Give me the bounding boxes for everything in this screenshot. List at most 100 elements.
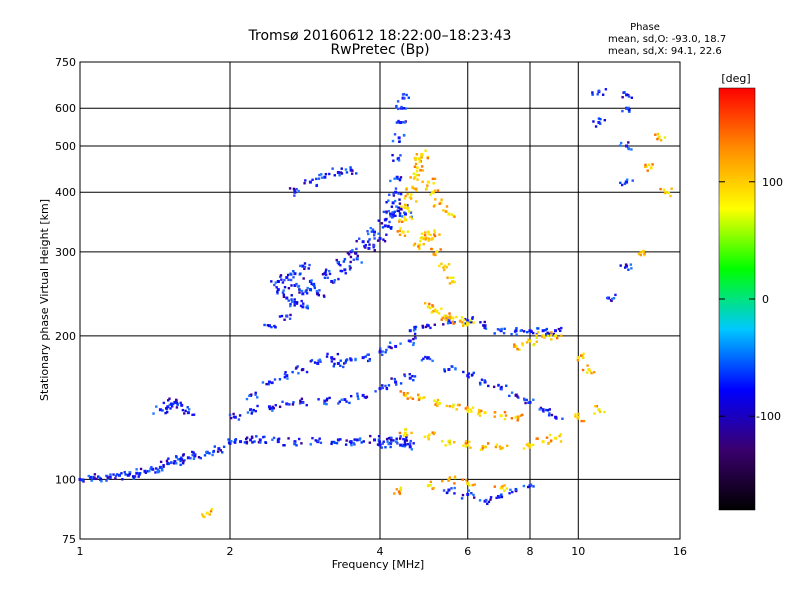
- data-point: [180, 403, 184, 407]
- data-point: [435, 250, 439, 254]
- data-point-echo: [428, 302, 431, 306]
- y-tick-label: 400: [55, 186, 76, 199]
- data-point-echo: [393, 133, 397, 136]
- data-point-echo: [445, 314, 448, 318]
- data-point-echo: [637, 252, 641, 256]
- data-point-echo: [385, 348, 388, 352]
- data-point-echo: [320, 173, 323, 176]
- data-point-echo: [603, 410, 606, 414]
- data-point-echo: [279, 274, 283, 277]
- data-point-echo: [412, 442, 415, 445]
- data-point: [597, 121, 601, 125]
- data-point-echo: [306, 307, 310, 310]
- data-point-echo: [619, 141, 623, 145]
- data-point-echo: [283, 278, 286, 282]
- data-point-echo: [345, 358, 349, 361]
- data-point-echo: [317, 293, 321, 297]
- data-point: [408, 329, 412, 333]
- data-point-echo: [295, 444, 298, 447]
- x-axis-label: Frequency [MHz]: [332, 558, 424, 571]
- data-point-echo: [250, 393, 253, 396]
- data-point-echo: [350, 172, 354, 175]
- data-point-echo: [472, 493, 475, 497]
- data-point-echo: [532, 343, 535, 347]
- data-point-echo: [412, 244, 416, 247]
- data-point-echo: [303, 265, 307, 269]
- data-point-echo: [455, 315, 458, 319]
- data-point-echo: [594, 405, 597, 408]
- data-point-echo: [343, 258, 347, 261]
- data-point-echo: [415, 173, 418, 177]
- data-point-echo: [297, 437, 301, 441]
- data-point-echo: [440, 198, 443, 201]
- data-point-echo: [438, 401, 441, 405]
- data-point-echo: [146, 470, 150, 473]
- data-point-echo: [586, 364, 589, 367]
- data-point-echo: [284, 371, 287, 374]
- data-point-echo: [530, 330, 533, 334]
- data-point-echo: [402, 391, 406, 395]
- data-point-echo: [339, 264, 342, 267]
- data-point-echo: [513, 343, 516, 346]
- data-point-echo: [432, 191, 435, 195]
- data-point-echo: [598, 410, 602, 414]
- data-point-echo: [364, 355, 367, 358]
- data-point-echo: [557, 327, 561, 331]
- data-point-echo: [425, 187, 428, 190]
- data-point-echo: [469, 319, 472, 322]
- data-point-echo: [170, 402, 173, 405]
- data-point-echo: [577, 412, 580, 416]
- data-point-echo: [216, 450, 220, 453]
- data-point-echo: [234, 439, 237, 442]
- data-point-echo: [357, 237, 361, 240]
- data-point-echo: [324, 268, 328, 271]
- data-point-echo: [282, 289, 285, 292]
- data-point-echo: [470, 491, 473, 495]
- data-point-echo: [484, 498, 488, 502]
- data-point-echo: [324, 270, 327, 273]
- data-point-echo: [266, 324, 270, 327]
- data-point-echo: [630, 96, 634, 99]
- data-point-echo: [279, 275, 282, 278]
- data-point-echo: [441, 479, 444, 483]
- data-point-echo: [297, 372, 300, 375]
- data-point-echo: [417, 245, 420, 248]
- data-point-echo: [175, 456, 178, 459]
- data-point-echo: [471, 483, 474, 487]
- data-point-echo: [390, 346, 393, 350]
- data-point-echo: [592, 370, 596, 374]
- data-point-echo: [183, 412, 186, 415]
- data-point: [361, 240, 365, 244]
- data-point-echo: [344, 168, 348, 171]
- data-point-echo: [472, 321, 475, 324]
- data-point-echo: [402, 443, 405, 446]
- data-point-echo: [366, 359, 370, 363]
- data-point: [394, 190, 398, 194]
- data-point-echo: [325, 399, 329, 402]
- data-point-echo: [167, 399, 170, 402]
- data-point-echo: [446, 276, 449, 279]
- data-point-echo: [310, 359, 314, 362]
- data-point-echo: [631, 179, 634, 182]
- data-point-echo: [403, 440, 407, 443]
- data-point-echo: [420, 359, 424, 362]
- data-point-echo: [233, 441, 237, 444]
- data-point-echo: [138, 473, 141, 476]
- data-point-echo: [411, 186, 415, 190]
- data-point-echo: [377, 232, 380, 235]
- data-point-echo: [496, 328, 500, 331]
- data-point-echo: [311, 178, 314, 182]
- data-point-echo: [642, 249, 645, 253]
- data-point-echo: [627, 268, 630, 271]
- data-point-echo: [172, 462, 176, 465]
- data-point-echo: [276, 438, 280, 441]
- data-point-echo: [590, 371, 593, 375]
- data-point-echo: [645, 165, 648, 168]
- data-point: [143, 469, 147, 473]
- data-point-echo: [471, 317, 474, 321]
- data-point-echo: [282, 444, 285, 447]
- data-point-echo: [360, 441, 363, 444]
- data-point-echo: [377, 219, 380, 222]
- data-point-echo: [349, 266, 352, 269]
- data-point-echo: [503, 411, 507, 414]
